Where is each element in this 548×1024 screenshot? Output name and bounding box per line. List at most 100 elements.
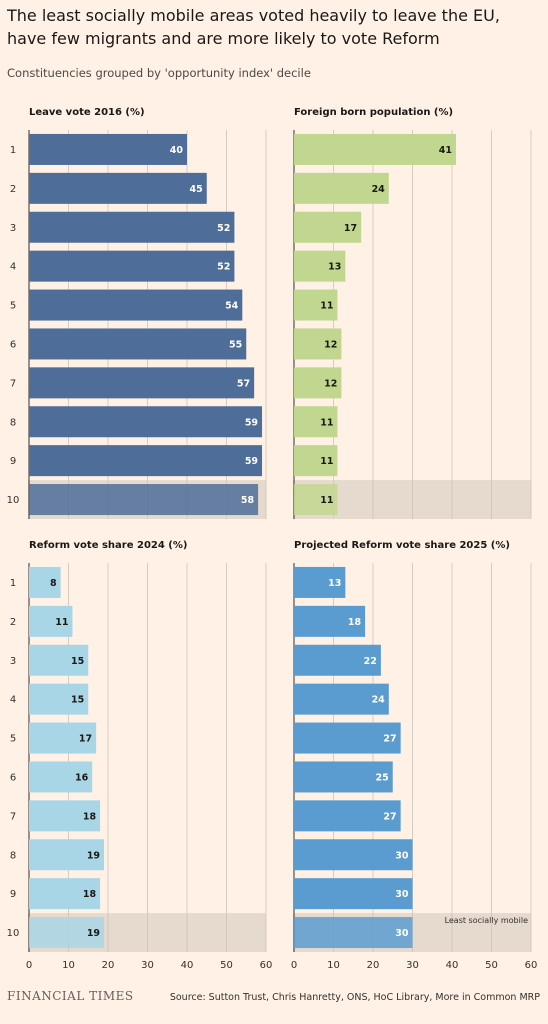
- bar-value-label: 55: [229, 339, 242, 350]
- least-mobile-annotation: Least socially mobile: [445, 916, 529, 925]
- panel-title-foreign: Foreign born population (%): [294, 107, 454, 118]
- bar-value-label: 40: [170, 145, 184, 156]
- bar-value-label: 22: [364, 656, 377, 667]
- decile-label: 3: [10, 223, 16, 234]
- bar-decile-8: [294, 406, 338, 438]
- bar-decile-2: [29, 605, 73, 637]
- bar-decile-7: [29, 800, 101, 832]
- bar-value-label: 11: [55, 617, 68, 628]
- bar-decile-2: [294, 172, 389, 204]
- bar-value-label: 41: [439, 145, 452, 156]
- bar-decile-3: [29, 644, 89, 676]
- chart-subtitle: Constituencies grouped by 'opportunity i…: [7, 66, 311, 80]
- bar-value-label: 16: [75, 772, 89, 783]
- ft-logo: FINANCIAL TIMES: [7, 989, 134, 1003]
- panel-title-reform-2025: Projected Reform vote share 2025 (%): [294, 540, 510, 551]
- decile-label: 5: [10, 301, 16, 312]
- bar-decile-9: [29, 878, 101, 910]
- panel-title-reform-2024: Reform vote share 2024 (%): [29, 540, 188, 551]
- bar-decile-5: [294, 289, 338, 321]
- bar-decile-4: [29, 683, 89, 715]
- decile-label: 10: [7, 495, 20, 506]
- bar-value-label: 19: [87, 928, 100, 939]
- bar-decile-6: [29, 761, 93, 793]
- bar-value-label: 30: [395, 889, 409, 900]
- bar-value-label: 11: [320, 495, 333, 506]
- bar-value-label: 52: [217, 223, 230, 234]
- decile-label: 6: [10, 772, 16, 783]
- bar-decile-5: [294, 722, 401, 754]
- decile-label: 7: [10, 378, 16, 389]
- bar-value-label: 11: [320, 417, 333, 428]
- x-tick-label: 50: [220, 960, 233, 971]
- bar-decile-4: [29, 250, 235, 282]
- bar-value-label: 30: [395, 928, 409, 939]
- bar-value-label: 12: [324, 378, 337, 389]
- bar-decile-6: [294, 761, 393, 793]
- bar-decile-4: [294, 683, 389, 715]
- bar-value-label: 11: [320, 301, 333, 312]
- bar-decile-6: [29, 328, 247, 360]
- bar-value-label: 11: [320, 456, 333, 467]
- bar-decile-3: [294, 211, 362, 243]
- bar-decile-4: [294, 250, 346, 282]
- bar-decile-9: [294, 878, 413, 910]
- bar-decile-9: [29, 445, 263, 477]
- bar-value-label: 13: [328, 578, 341, 589]
- bar-decile-1: [294, 133, 456, 165]
- bar-decile-7: [294, 800, 401, 832]
- bar-value-label: 27: [383, 734, 396, 745]
- decile-label: 4: [10, 695, 16, 706]
- decile-label: 8: [10, 850, 16, 861]
- chart-title: The least socially mobile areas voted he…: [7, 6, 500, 48]
- decile-label: 4: [10, 262, 16, 273]
- bar-value-label: 13: [328, 262, 341, 273]
- bar-value-label: 8: [50, 578, 57, 589]
- decile-label: 9: [10, 456, 16, 467]
- bar-value-label: 19: [87, 850, 100, 861]
- x-tick-label: 0: [26, 960, 32, 971]
- bar-decile-2: [294, 605, 366, 637]
- bar-value-label: 15: [71, 695, 84, 706]
- bar-value-label: 24: [372, 695, 386, 706]
- bar-decile-3: [29, 211, 235, 243]
- decile-label: 5: [10, 734, 16, 745]
- bar-decile-7: [29, 367, 255, 399]
- bar-value-label: 45: [190, 184, 203, 195]
- x-tick-label: 20: [367, 960, 380, 971]
- x-tick-label: 60: [525, 960, 538, 971]
- decile-label: 1: [10, 145, 16, 156]
- x-tick-label: 30: [406, 960, 419, 971]
- bar-value-label: 12: [324, 339, 337, 350]
- decile-label: 3: [10, 656, 16, 667]
- bar-value-label: 18: [83, 889, 97, 900]
- x-tick-label: 30: [141, 960, 154, 971]
- bar-decile-9: [294, 445, 338, 477]
- bar-value-label: 54: [225, 301, 239, 312]
- bar-decile-3: [294, 644, 381, 676]
- decile-label: 6: [10, 339, 16, 350]
- decile-label: 8: [10, 417, 16, 428]
- panel-title-leave: Leave vote 2016 (%): [29, 107, 145, 118]
- bar-decile-10: [294, 484, 338, 516]
- bar-value-label: 30: [395, 850, 409, 861]
- bar-value-label: 58: [241, 495, 255, 506]
- x-tick-label: 40: [181, 960, 194, 971]
- x-tick-label: 60: [260, 960, 273, 971]
- bar-value-label: 15: [71, 656, 84, 667]
- source-note: Source: Sutton Trust, Chris Hanretty, ON…: [169, 992, 540, 1003]
- bar-value-label: 57: [237, 378, 250, 389]
- bar-value-label: 52: [217, 262, 230, 273]
- bar-decile-5: [29, 289, 243, 321]
- decile-label: 7: [10, 811, 16, 822]
- bar-value-label: 25: [376, 772, 389, 783]
- bar-value-label: 18: [83, 811, 97, 822]
- bar-decile-2: [29, 172, 207, 204]
- decile-label: 9: [10, 889, 16, 900]
- x-tick-label: 50: [485, 960, 498, 971]
- bar-decile-6: [294, 328, 342, 360]
- bar-decile-8: [294, 839, 413, 871]
- bar-decile-1: [29, 133, 187, 165]
- bar-decile-10: [29, 917, 105, 949]
